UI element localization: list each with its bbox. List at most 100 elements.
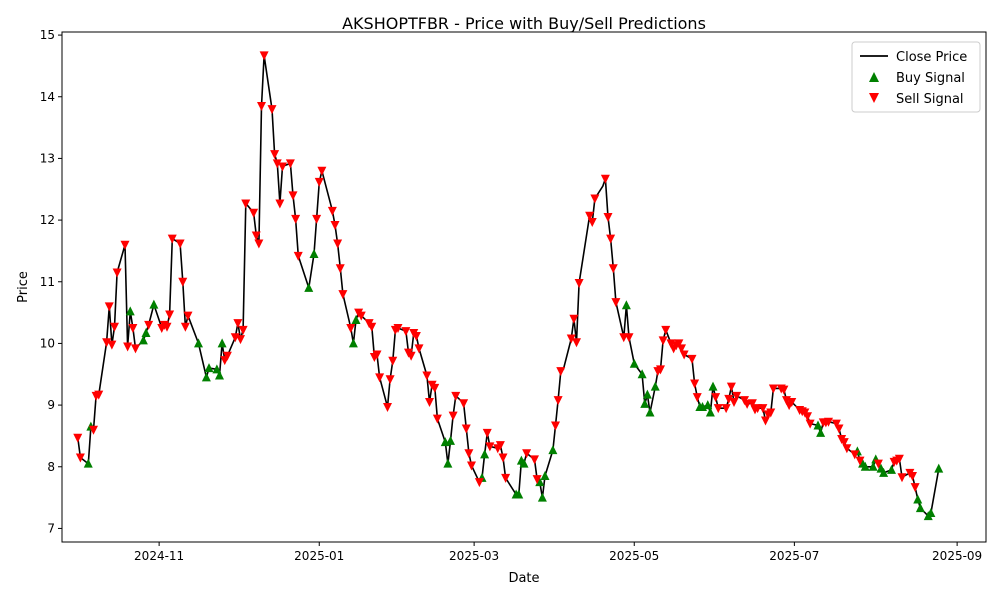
sell-signal-marker xyxy=(107,340,117,350)
sell-signal-marker xyxy=(401,327,411,337)
sell-signal-marker xyxy=(551,421,560,431)
sell-signal-marker xyxy=(162,322,172,332)
sell-signal-marker xyxy=(291,214,301,224)
sell-signal-marker xyxy=(375,373,385,383)
sell-signal-marker xyxy=(112,268,122,278)
sell-signal-marker xyxy=(611,298,621,308)
buy-signal-marker xyxy=(201,372,211,382)
buy-signal-marker xyxy=(141,327,151,337)
buy-signal-marker xyxy=(913,494,923,504)
buy-signal-marker xyxy=(443,458,453,468)
legend-box xyxy=(851,41,981,113)
sell-signal-marker xyxy=(338,290,348,300)
sell-signal-marker xyxy=(131,344,140,354)
sell-signal-marker xyxy=(850,450,860,460)
sell-signal-marker xyxy=(498,453,508,463)
sell-signal-marker xyxy=(834,424,844,434)
sell-signal-marker xyxy=(590,194,600,204)
buy-signal-marker xyxy=(83,458,93,468)
sell-signal-marker xyxy=(317,166,327,176)
sell-signal-marker xyxy=(257,102,266,112)
sell-signal-marker xyxy=(501,473,511,483)
y-tick-label: 15 xyxy=(40,28,55,42)
y-tick-label: 9 xyxy=(47,398,55,412)
sell-signal-marker xyxy=(687,354,697,364)
sell-signal-marker xyxy=(393,324,403,334)
sell-signal-marker xyxy=(522,449,532,459)
sell-signal-marker xyxy=(729,398,739,408)
plot-area xyxy=(61,31,987,543)
legend-label-buy: Buy Signal xyxy=(896,71,965,86)
buy-signal-marker xyxy=(217,338,227,348)
buy-signal-marker xyxy=(204,363,214,373)
buy-signal-marker xyxy=(548,445,558,455)
sell-signal-marker xyxy=(467,461,476,471)
sell-signal-marker xyxy=(600,174,610,184)
sell-signal-marker xyxy=(608,264,618,274)
buy-signal-marker xyxy=(535,477,545,487)
sell-signal-marker xyxy=(766,408,776,418)
sell-signal-marker xyxy=(346,324,356,334)
buy-signal-marker xyxy=(708,381,718,391)
buy-signal-marker xyxy=(915,503,925,513)
sell-signal-marker xyxy=(758,404,768,414)
sell-signal-marker xyxy=(432,414,442,424)
sell-signal-marker xyxy=(569,314,579,324)
sell-signal-marker xyxy=(178,277,188,287)
sell-signal-marker xyxy=(94,390,104,400)
sell-signal-marker xyxy=(372,350,382,360)
y-tick-label: 12 xyxy=(40,213,55,227)
sell-signal-marker xyxy=(839,438,849,448)
sell-signal-marker xyxy=(894,454,904,464)
sell-signal-marker xyxy=(275,199,285,209)
sell-signal-marker xyxy=(482,428,492,438)
buy-signal-marker xyxy=(645,407,655,417)
sell-signal-marker xyxy=(128,324,138,334)
sell-signal-marker xyxy=(356,311,366,321)
x-tick-label: 2024-11 xyxy=(134,549,184,563)
x-tick-label: 2025-03 xyxy=(449,549,499,563)
buy-signal-marker xyxy=(519,458,529,468)
buy-signal-marker xyxy=(879,467,889,477)
y-tick-label: 7 xyxy=(47,521,55,535)
buy-signal-marker xyxy=(703,400,713,410)
sell-signal-marker xyxy=(768,384,778,394)
sell-signal-marker xyxy=(144,320,154,330)
chart-title: AKSHOPTFBR - Price with Buy/Sell Predict… xyxy=(342,14,706,33)
y-tick-label: 11 xyxy=(40,275,55,289)
sell-signal-marker xyxy=(414,344,424,354)
sell-signal-marker xyxy=(251,231,261,241)
sell-signal-marker xyxy=(110,322,119,332)
buy-signal-marker xyxy=(351,314,361,324)
close-price-series xyxy=(77,54,940,517)
sell-signal-marker xyxy=(553,396,563,406)
sell-signal-marker xyxy=(406,351,416,361)
sell-signal-marker xyxy=(842,444,852,454)
sell-signal-marker xyxy=(367,322,377,332)
sell-signal-marker xyxy=(677,344,686,354)
buy-signal-marker xyxy=(621,300,631,310)
x-tick-label: 2025-09 xyxy=(932,549,982,563)
sell-signal-marker xyxy=(556,367,566,377)
close-price-line xyxy=(77,54,940,517)
buy-signal-marker xyxy=(212,364,222,374)
sell-signal-marker xyxy=(270,150,280,160)
buy-signal-marker xyxy=(149,299,159,309)
sell-signal-marker xyxy=(75,453,85,463)
sell-signal-marker xyxy=(606,234,616,244)
buy-signal-marker xyxy=(309,249,319,259)
buy-signal-marker xyxy=(480,449,490,459)
sell-signal-marker xyxy=(679,350,689,360)
sell-signal-marker xyxy=(259,51,269,61)
sell-signal-marker xyxy=(585,211,595,221)
sell-signal-marker xyxy=(495,441,505,451)
sell-signal-marker xyxy=(873,459,883,469)
sell-signal-marker xyxy=(167,234,177,244)
sell-signal-marker xyxy=(73,433,83,443)
buy-signal-marker xyxy=(125,306,135,316)
x-tick-label: 2025-01 xyxy=(294,549,344,563)
buy-signal-marker xyxy=(514,489,524,499)
sell-signal-marker xyxy=(747,399,757,409)
sell-signal-marker xyxy=(690,379,700,389)
sell-signal-marker xyxy=(333,239,343,249)
